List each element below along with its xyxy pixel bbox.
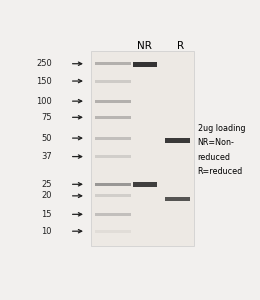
Text: NR: NR — [137, 41, 152, 51]
Bar — [91, 51, 194, 246]
Text: 250: 250 — [36, 59, 52, 68]
Text: 2ug loading: 2ug loading — [198, 124, 245, 133]
Bar — [95, 116, 131, 119]
Bar — [95, 100, 131, 103]
Bar — [95, 230, 131, 233]
Text: NR=Non-: NR=Non- — [198, 138, 235, 147]
Bar — [166, 197, 190, 201]
Bar — [95, 194, 131, 197]
Bar — [166, 138, 190, 143]
Text: 37: 37 — [41, 152, 52, 161]
Text: 20: 20 — [41, 191, 52, 200]
Text: 50: 50 — [41, 134, 52, 142]
Bar — [133, 61, 158, 67]
Bar — [133, 182, 158, 187]
Text: R=reduced: R=reduced — [198, 167, 243, 176]
Text: 100: 100 — [36, 97, 52, 106]
Bar — [95, 62, 131, 65]
Text: R: R — [177, 41, 184, 51]
Bar — [95, 155, 131, 158]
Bar — [95, 136, 131, 140]
Bar — [95, 80, 131, 82]
Text: 10: 10 — [41, 227, 52, 236]
Text: 75: 75 — [41, 113, 52, 122]
Text: 150: 150 — [36, 76, 52, 85]
Text: 25: 25 — [41, 180, 52, 189]
Text: reduced: reduced — [198, 152, 231, 161]
Bar — [95, 213, 131, 216]
Bar — [95, 183, 131, 186]
Text: 15: 15 — [41, 210, 52, 219]
